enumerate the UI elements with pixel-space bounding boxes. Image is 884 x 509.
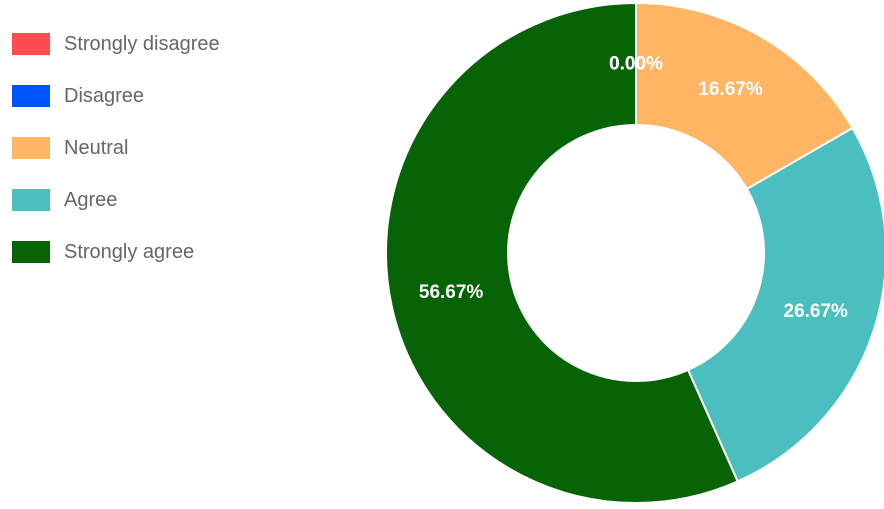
legend-swatch-disagree xyxy=(12,85,50,107)
legend-item-disagree[interactable]: Disagree xyxy=(12,70,220,122)
legend-label-disagree: Disagree xyxy=(64,84,145,107)
legend-label-strongly-disagree: Strongly disagree xyxy=(64,32,220,55)
legend-label-agree: Agree xyxy=(64,188,118,211)
legend-label-strongly-agree: Strongly agree xyxy=(64,240,195,263)
legend-item-strongly-agree[interactable]: Strongly agree xyxy=(12,226,220,278)
slice-strongly-agree[interactable] xyxy=(385,1,739,504)
data-label-neutral: 16.67% xyxy=(698,79,763,100)
legend-label-neutral: Neutral xyxy=(64,136,129,159)
data-label-disagree: 0.00% xyxy=(609,54,663,75)
chart-legend: Strongly disagree Disagree Neutral Agree… xyxy=(12,18,220,278)
legend-swatch-strongly-disagree xyxy=(12,33,50,55)
data-label-agree: 26.67% xyxy=(784,301,849,322)
slice-agree[interactable] xyxy=(686,126,884,483)
legend-swatch-agree xyxy=(12,189,50,211)
legend-item-strongly-disagree[interactable]: Strongly disagree xyxy=(12,18,220,70)
data-label-strongly-disagree: 0.00% xyxy=(609,54,663,75)
donut-data-labels: 0.00%0.00%16.67%26.67%56.67% xyxy=(419,54,848,322)
legend-swatch-strongly-agree xyxy=(12,241,50,263)
legend-item-agree[interactable]: Agree xyxy=(12,174,220,226)
data-label-strongly-agree: 56.67% xyxy=(419,282,484,303)
donut-slices xyxy=(385,1,884,504)
slice-neutral[interactable] xyxy=(635,1,854,191)
legend-item-neutral[interactable]: Neutral xyxy=(12,122,220,174)
legend-swatch-neutral xyxy=(12,137,50,159)
